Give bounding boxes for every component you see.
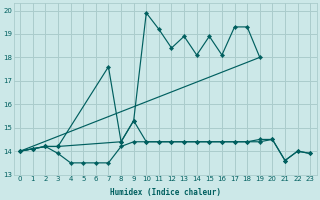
X-axis label: Humidex (Indice chaleur): Humidex (Indice chaleur) [110,188,221,197]
